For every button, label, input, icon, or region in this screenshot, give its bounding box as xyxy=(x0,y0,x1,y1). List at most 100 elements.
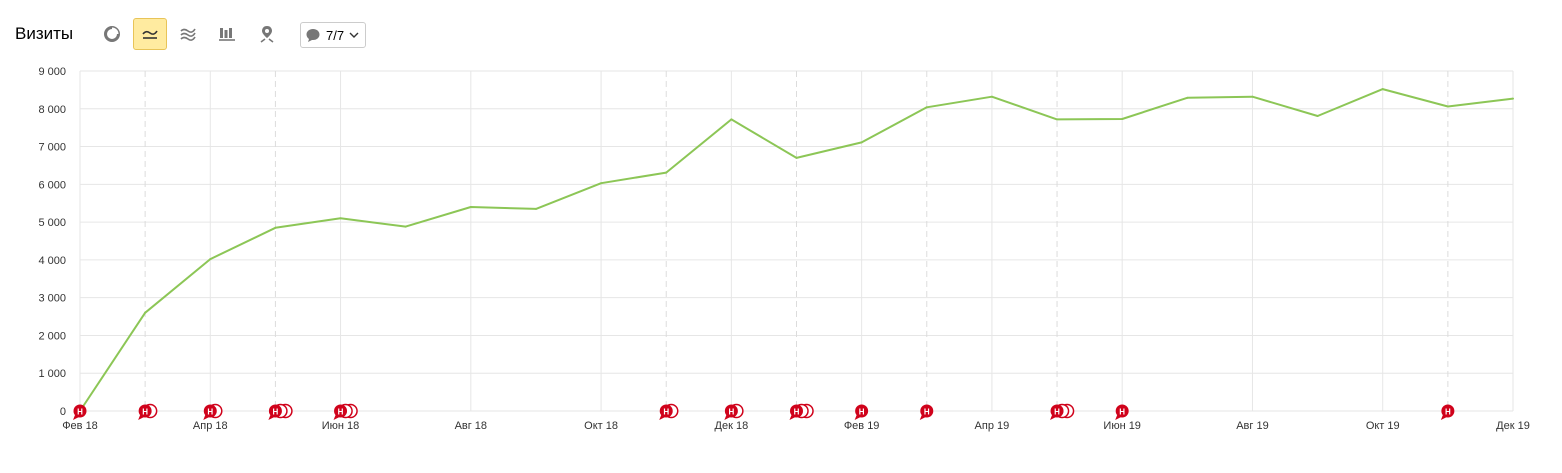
data-point xyxy=(1186,96,1189,99)
y-tick-label: 7 000 xyxy=(38,142,66,154)
area-chart-button[interactable] xyxy=(171,18,205,50)
note-marker[interactable]: Н xyxy=(724,403,744,421)
bar-chart-button[interactable] xyxy=(210,18,244,50)
line-chart-icon xyxy=(142,30,158,39)
note-bubble xyxy=(920,404,934,418)
chart-series xyxy=(79,88,1514,412)
data-point xyxy=(730,118,733,121)
note-symbol: Н xyxy=(338,408,344,417)
x-tick-label: Июн 18 xyxy=(322,420,360,432)
note-bubble xyxy=(268,404,282,418)
note-marker[interactable]: Н xyxy=(138,403,158,421)
note-symbol: Н xyxy=(77,408,83,417)
x-tick-label: Апр 18 xyxy=(193,420,228,432)
note-bubble xyxy=(334,404,348,418)
pie-chart-icon xyxy=(104,26,120,42)
note-marker[interactable]: Н xyxy=(203,403,223,421)
data-point xyxy=(990,95,993,98)
note-symbol: Н xyxy=(1054,408,1060,417)
data-point xyxy=(1316,114,1319,117)
data-point xyxy=(274,226,277,229)
note-marker[interactable]: Н xyxy=(1050,403,1075,421)
pie-chart-button[interactable] xyxy=(95,18,129,50)
note-marker[interactable]: Н xyxy=(1115,404,1129,421)
data-point xyxy=(1251,95,1254,98)
note-symbol: Н xyxy=(859,408,865,417)
data-point xyxy=(860,141,863,144)
map-button[interactable] xyxy=(250,18,284,50)
notes-count: 7/7 xyxy=(326,27,345,43)
x-tick-label: Дек 18 xyxy=(715,420,749,432)
data-point xyxy=(209,258,212,261)
x-tick-label: Фев 19 xyxy=(844,420,880,432)
chart-grid xyxy=(79,70,1514,412)
comment-icon xyxy=(306,29,320,42)
chart-toolbar: Визиты xyxy=(0,18,520,52)
data-point xyxy=(795,156,798,159)
note-bubble xyxy=(138,404,152,418)
note-bubble xyxy=(203,404,217,418)
note-marker[interactable]: Н xyxy=(854,404,869,421)
data-point xyxy=(665,171,668,174)
note-marker[interactable]: Н xyxy=(789,403,814,421)
x-tick-label: Окт 19 xyxy=(1366,420,1400,432)
note-marker[interactable]: Н xyxy=(333,403,358,421)
y-tick-label: 8 000 xyxy=(38,104,66,116)
note-symbol: Н xyxy=(663,408,669,417)
y-tick-label: 0 xyxy=(60,406,66,418)
note-symbol: Н xyxy=(728,408,734,417)
data-point xyxy=(1056,118,1059,121)
note-bubble xyxy=(790,404,803,418)
x-tick-label: Фев 18 xyxy=(62,420,98,432)
notes-filter-button[interactable]: 7/7 xyxy=(300,22,366,48)
note-marker[interactable]: Н xyxy=(73,404,87,421)
bar-chart-icon xyxy=(219,28,235,41)
map-icon xyxy=(260,26,274,43)
data-point xyxy=(144,311,147,314)
data-point xyxy=(1512,97,1514,100)
note-symbol: Н xyxy=(924,408,930,417)
note-marker[interactable]: Н xyxy=(919,404,934,421)
note-symbol: Н xyxy=(1119,408,1125,417)
note-bubble xyxy=(1115,404,1129,418)
note-bubble xyxy=(73,404,87,418)
y-tick-label: 1 000 xyxy=(38,368,66,380)
x-axis: Фев 18 Апр 18 Июн 18 Авг 18 Окт 18 Дек 18 Фев … xyxy=(62,420,1530,432)
x-tick-label: Окт 18 xyxy=(584,420,618,432)
y-tick-label: 2 000 xyxy=(38,330,66,342)
note-marker[interactable]: Н xyxy=(1440,404,1455,421)
data-point xyxy=(1121,117,1124,120)
chevron-down-icon xyxy=(349,32,359,38)
note-marker[interactable]: Н xyxy=(659,403,679,421)
x-tick-label: Апр 19 xyxy=(975,420,1010,432)
y-tick-label: 5 000 xyxy=(38,217,66,229)
y-tick-label: 9 000 xyxy=(38,66,66,78)
data-point xyxy=(469,206,472,208)
x-tick-label: Июн 19 xyxy=(1103,420,1141,432)
data-point xyxy=(1446,105,1449,108)
note-bubble xyxy=(724,404,738,418)
note-bubble xyxy=(1441,404,1455,418)
data-point xyxy=(404,225,407,228)
note-bubble xyxy=(659,404,673,418)
note-symbol: Н xyxy=(207,408,213,417)
area-chart-icon xyxy=(180,28,196,41)
note-symbol: Н xyxy=(273,408,279,417)
note-symbol: Н xyxy=(794,408,800,417)
y-tick-label: 6 000 xyxy=(38,179,66,191)
data-point xyxy=(339,217,342,220)
note-symbol: Н xyxy=(1445,408,1451,417)
note-marker[interactable]: Н xyxy=(268,403,293,421)
data-point xyxy=(1381,88,1384,91)
x-tick-label: Авг 19 xyxy=(1236,420,1268,432)
x-tick-label: Дек 19 xyxy=(1496,420,1530,432)
line-chart-button[interactable] xyxy=(133,18,167,50)
data-point xyxy=(600,182,603,185)
chart-title: Визиты xyxy=(15,24,74,43)
data-point xyxy=(534,207,537,210)
y-axis: 0 1 000 2 000 3 000 4 000 5 000 6 000 7 000 8 00… xyxy=(38,66,66,418)
note-bubble xyxy=(855,404,869,418)
y-tick-label: 3 000 xyxy=(38,293,66,305)
